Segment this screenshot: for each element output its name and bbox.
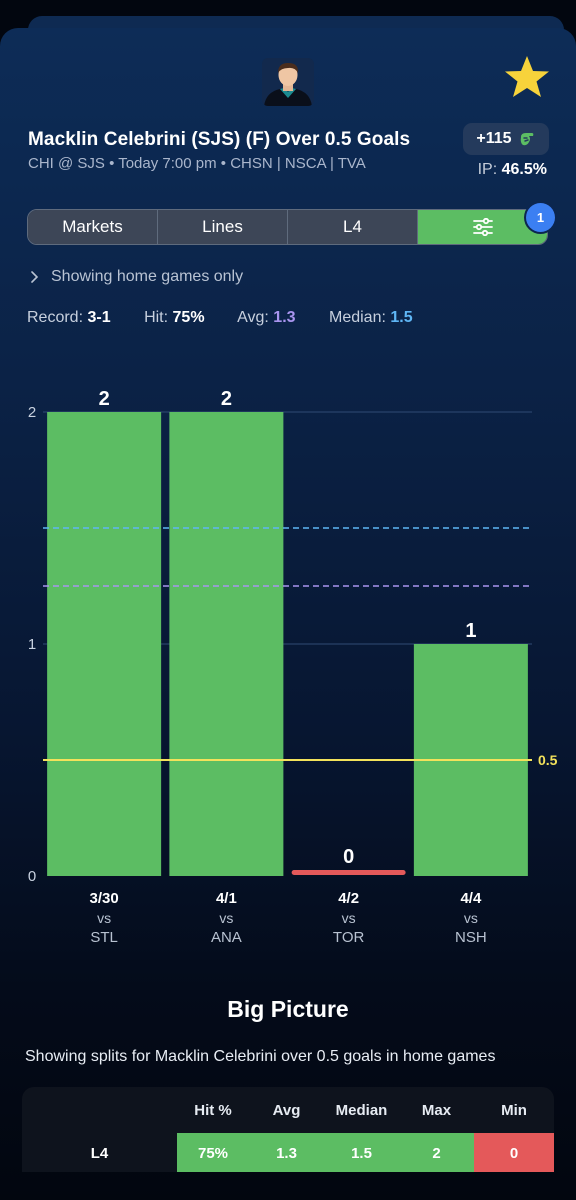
filter-count-badge: 1 bbox=[526, 203, 555, 232]
tab-lines[interactable]: Lines bbox=[158, 210, 288, 244]
cell-min: 0 bbox=[474, 1133, 554, 1172]
game-info: CHI @ SJS • Today 7:00 pm • CHSN | NSCA … bbox=[28, 155, 366, 172]
bar bbox=[47, 412, 162, 876]
header-median: Median bbox=[335, 1101, 388, 1119]
x-tick-vs: vs bbox=[219, 910, 233, 926]
bar-value-label: 1 bbox=[465, 620, 476, 642]
chevron-right-icon bbox=[31, 271, 39, 283]
x-tick-date: 3/30 bbox=[90, 890, 119, 907]
x-tick-opponent: TOR bbox=[333, 929, 365, 946]
game-log-chart: 0 1 2 2 3/30 vs STL 2 4/1 vs ANA 0 4/2 vs TOR 1 4/4 vs NSH… bbox=[28, 388, 558, 946]
y-tick-label: 1 bbox=[28, 636, 36, 653]
bar-value-label: 2 bbox=[99, 388, 110, 410]
odds-button[interactable]: +115 bbox=[463, 123, 549, 155]
header-max: Max bbox=[421, 1101, 452, 1119]
tab-l4[interactable]: L4 bbox=[288, 210, 418, 244]
record-value: 3-1 bbox=[87, 309, 111, 326]
x-tick-opponent: NSH bbox=[455, 929, 487, 946]
x-tick-vs: vs bbox=[97, 910, 111, 926]
header-avg: Avg bbox=[272, 1101, 301, 1119]
player-avatar bbox=[262, 58, 314, 106]
median-value: 1.5 bbox=[390, 309, 413, 326]
threshold-label: 0.5 bbox=[538, 752, 558, 768]
splits-header-row: Hit % Avg Median Max Min bbox=[22, 1087, 554, 1133]
y-tick-label: 0 bbox=[28, 868, 36, 885]
big-picture-subtitle: Showing splits for Macklin Celebrini ove… bbox=[25, 1048, 496, 1065]
bar bbox=[169, 412, 284, 876]
filter-note[interactable]: Showing home games only bbox=[30, 268, 243, 286]
tab-markets[interactable]: Markets bbox=[28, 210, 158, 244]
header-hit: Hit % bbox=[194, 1101, 232, 1119]
cell-median: 1.5 bbox=[324, 1133, 399, 1172]
x-tick-date: 4/1 bbox=[216, 890, 237, 907]
x-tick-vs: vs bbox=[342, 910, 356, 926]
x-tick-vs: vs bbox=[464, 910, 478, 926]
avg-value: 1.3 bbox=[273, 309, 296, 326]
cell-avg: 1.3 bbox=[249, 1133, 324, 1172]
row-label: L4 bbox=[90, 1144, 109, 1162]
y-tick-label: 2 bbox=[28, 404, 36, 421]
filter-note-text: Showing home games only bbox=[51, 268, 244, 285]
bar bbox=[291, 870, 406, 875]
splits-table: Hit % Avg Median Max Min L4 75% 1.3 1.5 … bbox=[22, 1087, 554, 1172]
bar-value-label: 0 bbox=[343, 846, 354, 868]
odds-value: +115 bbox=[476, 130, 512, 147]
tab-filters[interactable] bbox=[418, 210, 547, 244]
implied-probability: IP: 46.5% bbox=[477, 161, 547, 178]
prop-title: Macklin Celebrini (SJS) (F) Over 0.5 Goa… bbox=[28, 129, 411, 150]
stats-summary: Record: 3-1 Hit: 75% Avg: 1.3 Median: 1.… bbox=[27, 309, 413, 326]
bar-value-label: 2 bbox=[221, 388, 232, 410]
cell-max: 2 bbox=[399, 1133, 474, 1172]
x-tick-date: 4/2 bbox=[338, 890, 359, 907]
x-tick-opponent: STL bbox=[90, 929, 118, 946]
header-min: Min bbox=[501, 1101, 527, 1119]
sliders-icon bbox=[472, 218, 493, 236]
header-blank bbox=[22, 1087, 177, 1133]
x-tick-opponent: ANA bbox=[211, 929, 242, 946]
x-tick-date: 4/4 bbox=[460, 890, 482, 907]
favorite-star-icon[interactable] bbox=[503, 54, 551, 100]
view-selector: Markets Lines L4 bbox=[27, 209, 548, 245]
table-row[interactable]: L4 75% 1.3 1.5 2 0 bbox=[22, 1133, 554, 1172]
prop-card: Macklin Celebrini (SJS) (F) Over 0.5 Goa… bbox=[0, 28, 576, 1200]
cell-hit: 75% bbox=[177, 1133, 249, 1172]
hit-value: 75% bbox=[172, 309, 205, 326]
big-picture-title: Big Picture bbox=[227, 996, 349, 1022]
implied-probability-value: 46.5% bbox=[501, 161, 547, 178]
sportsbook-logo-icon bbox=[520, 133, 533, 146]
